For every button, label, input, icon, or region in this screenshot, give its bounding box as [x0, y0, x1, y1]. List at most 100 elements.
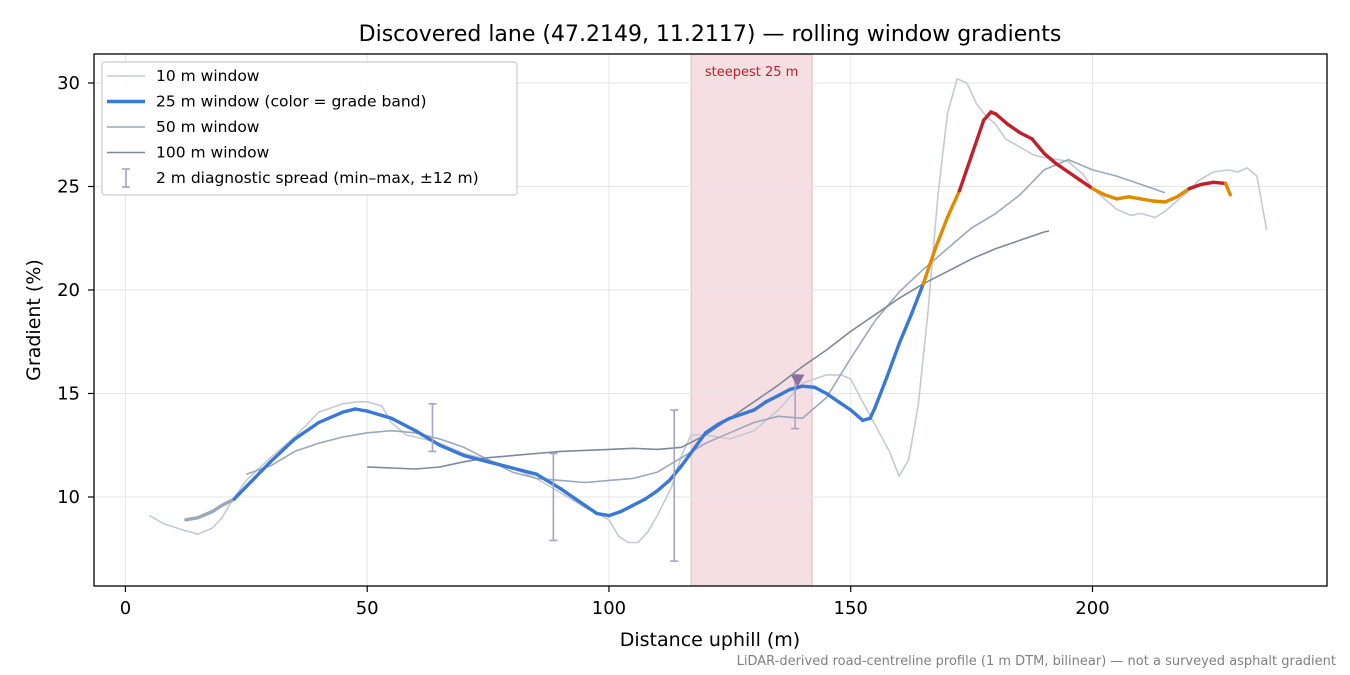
series-layer — [149, 78, 1268, 544]
series-25m-segment — [667, 464, 684, 483]
series-25m-segment — [534, 472, 563, 491]
series-25m-segment — [413, 429, 442, 447]
series-25m-segment — [704, 422, 720, 435]
series-25m-segment — [510, 466, 539, 476]
footnote: LiDAR-derived road-centreline profile (1… — [737, 654, 1336, 669]
series-25m-segment — [1018, 130, 1034, 141]
series-25m-segment — [1102, 193, 1119, 201]
series-25m-segment — [353, 407, 369, 413]
series-25m-segment — [317, 410, 345, 425]
series-25m-segment — [1006, 122, 1022, 135]
legend-label: 10 m window — [156, 67, 260, 85]
series-25m-segment — [691, 431, 708, 452]
x-tick-label: 100 — [592, 598, 626, 619]
series-25m-segment — [1090, 186, 1107, 197]
series-25m-segment — [1187, 182, 1204, 191]
series-25m-segment — [438, 443, 466, 458]
y-tick-label: 25 — [57, 176, 80, 197]
series-25m-segment — [462, 453, 490, 464]
series-25m-segment — [244, 460, 273, 489]
series-25m-segment — [268, 437, 297, 464]
legend-label: 100 m window — [156, 144, 270, 162]
x-axis-label: Distance uphill (m) — [620, 629, 800, 651]
series-25m-segment — [1199, 180, 1216, 187]
legend-items: 10 m window 25 m window (color = grade ba… — [107, 67, 479, 188]
series-25m-segment — [1211, 180, 1228, 186]
series-25m-segment — [293, 420, 321, 441]
series-25m-segment — [752, 400, 768, 412]
series-25m-segment — [824, 391, 841, 404]
steepest-band — [690, 53, 813, 587]
plot-frame — [93, 53, 1328, 587]
series-25m-segment — [812, 385, 829, 396]
legend: 10 m window 25 m window (color = grade ba… — [101, 61, 518, 196]
y-axis-label: Gradient (%) — [23, 259, 45, 381]
series-100m-line — [367, 230, 1050, 470]
series-25m-segment — [232, 484, 249, 501]
series-25m-segment — [868, 406, 877, 420]
series-25m-segment — [341, 407, 357, 414]
y-tick-label: 10 — [57, 487, 80, 508]
steepest-marker — [790, 374, 805, 388]
series-25m-segment — [873, 375, 889, 410]
series-25m-segment — [1114, 195, 1131, 201]
series-25m-segment — [1030, 137, 1046, 156]
series-25m-segment — [595, 511, 611, 518]
y-tick-label: 20 — [57, 280, 80, 301]
marker-layer — [790, 374, 805, 388]
series-25m-segment — [1139, 197, 1155, 203]
series-25m-segment — [389, 416, 418, 433]
series-25m-segment — [184, 516, 200, 522]
series-25m-segment — [1042, 151, 1058, 166]
series-25m-segment — [836, 400, 853, 412]
y-tick-label: 30 — [57, 73, 80, 94]
series-25m-segment — [933, 215, 950, 251]
series-25m-segment — [655, 478, 672, 493]
series-25m-segment — [1163, 195, 1179, 204]
series-25m-segment — [897, 313, 913, 346]
series-25m-segment — [957, 153, 974, 193]
series-25m-segment — [1175, 186, 1191, 199]
series-25m-segment — [994, 112, 1010, 127]
series-25m-segment — [1127, 195, 1143, 201]
highlight-layer — [690, 53, 813, 587]
series-25m-segment — [740, 408, 756, 416]
series-50m-line — [246, 158, 1166, 484]
chart-title: Discovered lane (47.2149, 11.2117) — rol… — [359, 22, 1062, 47]
series-25m-segment — [982, 110, 993, 122]
series-25m-segment — [788, 384, 805, 391]
legend-box — [101, 61, 518, 196]
y-tick-label: 15 — [57, 383, 80, 404]
legend-label: 50 m window — [156, 118, 260, 136]
series-25m-segment — [776, 387, 792, 398]
highlight-label: steepest 25 m — [705, 65, 798, 80]
x-tick-label: 0 — [120, 598, 131, 619]
tick-layer: 0 50 100 150 200 10 15 20 25 30 — [57, 73, 1110, 619]
series-25m-segment — [800, 384, 817, 389]
legend-label: 25 m window (color = grade band) — [156, 93, 427, 111]
series-25m-segment — [196, 509, 215, 520]
series-25m-segment — [849, 408, 865, 423]
series-25m-segment — [643, 489, 659, 501]
series-25m-segment — [583, 503, 599, 516]
series-25m-segment — [679, 447, 696, 468]
series-25m-segment — [365, 409, 394, 420]
legend-label: 2 m diagnostic spread (min–max, ±12 m) — [156, 169, 479, 187]
series-25m-segment — [921, 246, 937, 286]
series-25m-segment — [220, 497, 236, 507]
series-25m-segment — [1223, 181, 1233, 197]
x-tick-label: 150 — [834, 598, 868, 619]
series-25m-segment — [1054, 161, 1071, 174]
series-25m-segment — [1151, 199, 1167, 204]
series-25m-segment — [885, 342, 901, 379]
series-25m-segment — [764, 393, 780, 404]
series-25m-segment — [969, 118, 986, 158]
series-25m-segment — [716, 416, 732, 427]
x-tick-label: 200 — [1075, 598, 1109, 619]
series-25m-segment — [909, 282, 925, 317]
series-25m-segment — [558, 487, 587, 507]
series-25m-segment — [631, 497, 647, 507]
series-25m-segment — [210, 503, 224, 514]
series-25m-segment — [607, 509, 623, 518]
